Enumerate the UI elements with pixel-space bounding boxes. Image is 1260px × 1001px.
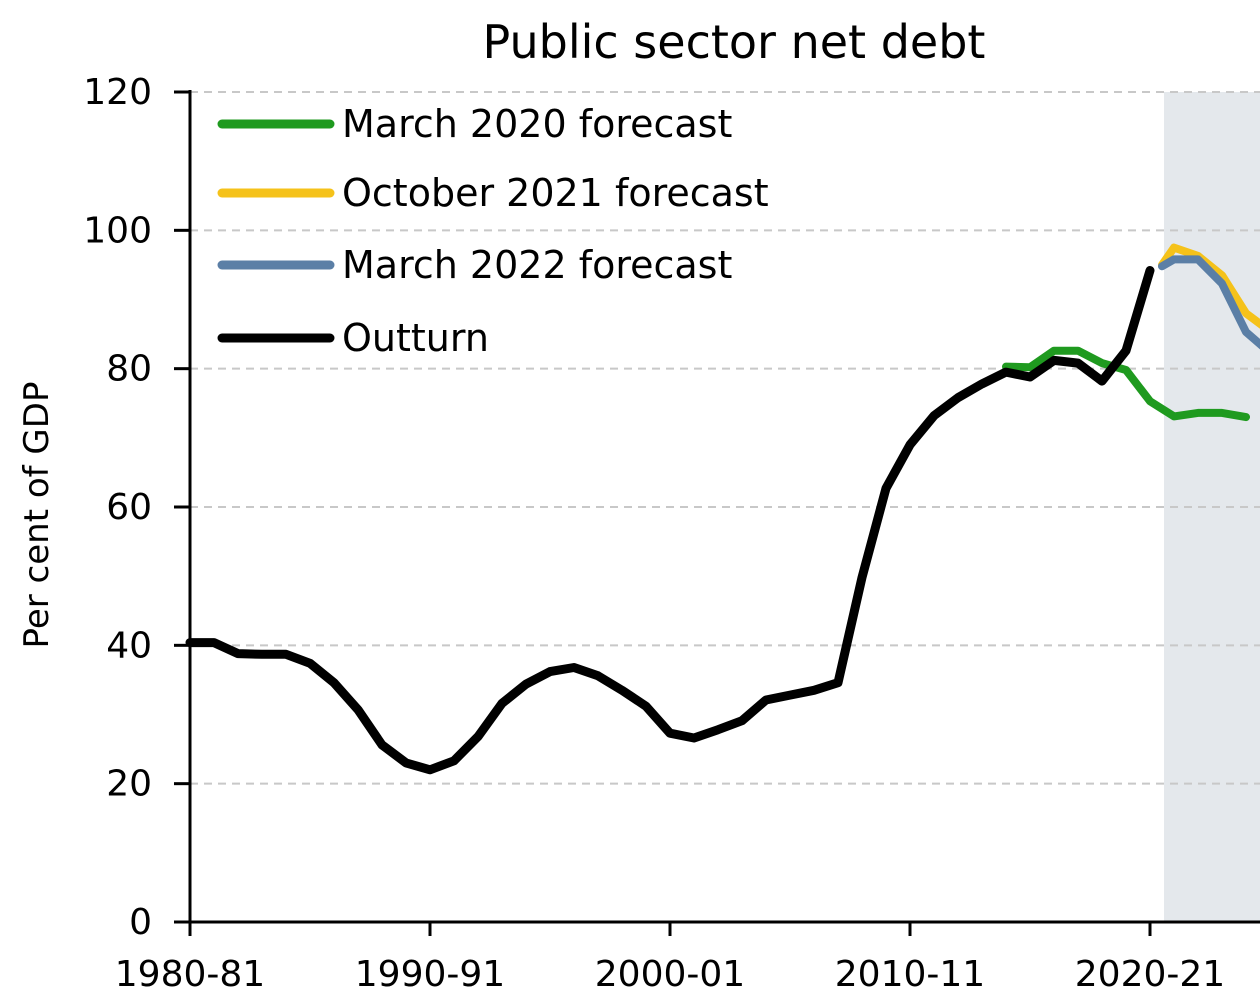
x-tick-label-2010-11: 2010-11 — [835, 954, 985, 995]
y-tick-label-100: 100 — [83, 210, 152, 251]
y-tick-label-0: 0 — [129, 902, 152, 943]
series-line-october-2021-forecast — [1158, 243, 1260, 329]
chart-title: Public sector net debt — [483, 15, 986, 69]
legend-label-outturn: Outturn — [342, 316, 489, 360]
y-tick-label-40: 40 — [106, 625, 152, 666]
y-tick-label-80: 80 — [106, 349, 152, 390]
y-tick-label-60: 60 — [106, 487, 152, 528]
y-tick-label-120: 120 — [83, 72, 152, 113]
y-axis-label: Per cent of GDP — [17, 382, 57, 649]
legend-label-march-2020-forecast: March 2020 forecast — [342, 102, 732, 146]
x-tick-label-1980-81: 1980-81 — [115, 954, 265, 995]
y-tick-label-20: 20 — [106, 764, 152, 805]
x-tick-label-1990-91: 1990-91 — [355, 954, 505, 995]
legend-label-october-2021-forecast: October 2021 forecast — [342, 171, 769, 215]
series-line-outturn — [185, 266, 1155, 775]
legend-label-march-2022-forecast: March 2022 forecast — [342, 243, 732, 287]
series-line-march-2022-forecast — [1158, 255, 1260, 350]
x-tick-label-2020-21: 2020-21 — [1075, 954, 1225, 995]
x-tick-label-2000-01: 2000-01 — [595, 954, 745, 995]
series-line-march-2020-forecast — [1002, 346, 1250, 422]
